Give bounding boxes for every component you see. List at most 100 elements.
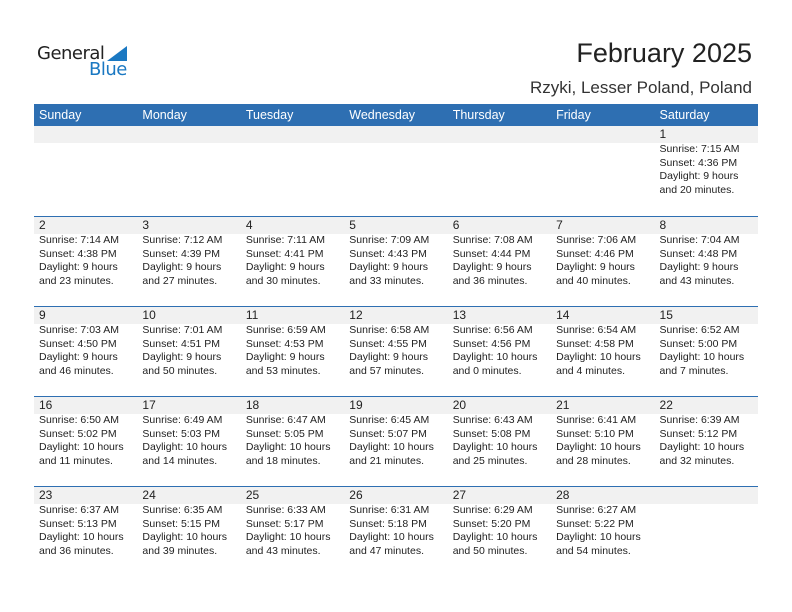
day-number: 18: [245, 398, 260, 412]
daylight-minutes: and 23 minutes.: [39, 274, 114, 287]
daylight-minutes: and 21 minutes.: [349, 454, 424, 467]
sunset: Sunset: 5:02 PM: [39, 427, 117, 440]
day-cell: 10 Sunrise: 7:01 AM Sunset: 4:51 PM Dayligh…: [137, 307, 240, 396]
day-number: 7: [556, 218, 563, 232]
sunrise: Sunrise: 6:56 AM: [452, 324, 533, 336]
day-number: 8: [659, 218, 667, 232]
day-cell: 16 Sunrise: 6:50 AM Sunset: 5:02 PM Dayligh…: [34, 397, 137, 486]
sunset: Sunset: 4:38 PM: [39, 247, 117, 260]
sunset: Sunset: 4:41 PM: [245, 247, 324, 260]
daylight: Daylight: 9 hours: [142, 261, 222, 273]
sunset: Sunset: 5:17 PM: [245, 517, 324, 530]
daylight-minutes: and 0 minutes.: [452, 364, 522, 377]
sunrise: Sunrise: 6:54 AM: [556, 324, 637, 336]
daylight-minutes: and 7 minutes.: [659, 364, 729, 377]
sunset: Sunset: 4:55 PM: [349, 337, 427, 350]
day-number: 1: [659, 127, 667, 141]
daylight: Daylight: 9 hours: [39, 351, 118, 363]
empty-cell: [448, 126, 551, 216]
week-row: 2 Sunrise: 7:14 AM Sunset: 4:38 PM Daylight…: [34, 216, 758, 306]
weekday-sunday: Sunday: [39, 108, 82, 122]
daylight-minutes: and 28 minutes.: [556, 454, 631, 467]
day-cell: 2 Sunrise: 7:14 AM Sunset: 4:38 PM Daylight…: [34, 217, 137, 306]
day-cell: 8 Sunrise: 7:04 AM Sunset: 4:48 PM Daylight…: [655, 217, 758, 306]
day-cell: 20 Sunrise: 6:43 AM Sunset: 5:08 PM Dayligh…: [448, 397, 551, 486]
sunrise: Sunrise: 6:49 AM: [142, 414, 223, 426]
sunset: Sunset: 4:58 PM: [556, 337, 634, 350]
weekday-friday: Friday: [556, 108, 591, 122]
day-cell: 11 Sunrise: 6:59 AM Sunset: 4:53 PM Dayligh…: [241, 307, 344, 396]
daylight-minutes: and 20 minutes.: [659, 183, 735, 196]
day-cell: 9 Sunrise: 7:03 AM Sunset: 4:50 PM Daylight…: [34, 307, 137, 396]
sunrise: Sunrise: 7:03 AM: [39, 324, 119, 336]
daylight-minutes: and 11 minutes.: [39, 454, 113, 467]
daylight: Daylight: 10 hours: [245, 441, 331, 453]
weekday-saturday: Saturday: [659, 108, 710, 122]
sunset: Sunset: 5:15 PM: [142, 517, 221, 530]
day-cell: 19 Sunrise: 6:45 AM Sunset: 5:07 PM Dayligh…: [344, 397, 447, 486]
daylight: Daylight: 9 hours: [556, 261, 635, 273]
day-cell: 18 Sunrise: 6:47 AM Sunset: 5:05 PM Dayligh…: [241, 397, 344, 486]
sunrise: Sunrise: 6:29 AM: [452, 504, 533, 516]
day-number: 6: [452, 218, 460, 232]
daylight: Daylight: 10 hours: [556, 531, 641, 543]
sunrise: Sunrise: 6:41 AM: [556, 414, 637, 426]
week-row: 16 Sunrise: 6:50 AM Sunset: 5:02 PM Dayligh…: [34, 396, 758, 486]
week-row: 23 Sunrise: 6:37 AM Sunset: 5:13 PM Dayligh…: [34, 486, 758, 576]
weekday-thursday: Thursday: [452, 108, 505, 122]
sunrise: Sunrise: 7:15 AM: [659, 143, 740, 155]
sunset: Sunset: 4:51 PM: [142, 337, 221, 350]
sunrise: Sunrise: 6:45 AM: [349, 414, 430, 426]
daylight-minutes: and 32 minutes.: [659, 454, 735, 467]
daylight: Daylight: 10 hours: [659, 351, 745, 363]
day-number: 27: [452, 488, 467, 502]
day-number: 17: [142, 398, 156, 412]
daylight-minutes: and 4 minutes.: [556, 364, 625, 377]
sunrise: Sunrise: 6:37 AM: [39, 504, 119, 516]
daylight: Daylight: 10 hours: [349, 441, 434, 453]
daylight: Daylight: 10 hours: [39, 531, 124, 543]
daylight-minutes: and 14 minutes.: [142, 454, 218, 467]
daylight: Daylight: 10 hours: [39, 441, 124, 453]
day-number: 10: [142, 308, 156, 322]
sunrise: Sunrise: 7:12 AM: [142, 234, 223, 246]
daylight-minutes: and 50 minutes.: [452, 544, 528, 557]
daylight-minutes: and 36 minutes.: [39, 544, 114, 557]
day-number: 16: [39, 398, 53, 412]
daylight-minutes: and 43 minutes.: [659, 274, 735, 287]
daylight: Daylight: 10 hours: [452, 531, 538, 543]
day-number: 12: [349, 308, 363, 322]
sunrise: Sunrise: 6:47 AM: [245, 414, 326, 426]
sunset: Sunset: 5:03 PM: [142, 427, 221, 440]
day-number: 15: [659, 308, 673, 322]
day-cell: 1 Sunrise: 7:15 AM Sunset: 4:36 PM Daylight…: [655, 126, 758, 216]
week-row: 1 Sunrise: 7:15 AM Sunset: 4:36 PM Daylight…: [34, 126, 758, 216]
sunset: Sunset: 4:46 PM: [556, 247, 634, 260]
sunset: Sunset: 5:00 PM: [659, 337, 738, 350]
day-cell: 4 Sunrise: 7:11 AM Sunset: 4:41 PM Daylight…: [241, 217, 344, 306]
day-number: 13: [452, 308, 467, 322]
day-cell: 12 Sunrise: 6:58 AM Sunset: 4:55 PM Dayligh…: [344, 307, 447, 396]
sunrise: Sunrise: 6:52 AM: [659, 324, 740, 336]
sunset: Sunset: 4:36 PM: [659, 156, 738, 169]
sunset: Sunset: 4:43 PM: [349, 247, 427, 260]
day-number: 20: [452, 398, 467, 412]
daylight: Daylight: 10 hours: [349, 531, 434, 543]
sunset: Sunset: 5:12 PM: [659, 427, 738, 440]
logo-blue: Blue: [89, 59, 127, 80]
sunrise: Sunrise: 7:09 AM: [349, 234, 430, 246]
daylight: Daylight: 10 hours: [142, 531, 228, 543]
sunset: Sunset: 5:20 PM: [452, 517, 531, 530]
day-cell: 27 Sunrise: 6:29 AM Sunset: 5:20 PM Dayligh…: [448, 487, 551, 576]
day-number: 19: [349, 398, 363, 412]
day-number-band: [34, 487, 758, 504]
daylight: Daylight: 9 hours: [452, 261, 532, 273]
day-number: 24: [142, 488, 156, 502]
daylight: Daylight: 9 hours: [245, 261, 325, 273]
empty-cell: [241, 126, 344, 216]
day-number: 28: [556, 488, 570, 502]
weekday-wednesday: Wednesday: [349, 108, 416, 122]
day-number: 3: [142, 218, 150, 232]
sunset: Sunset: 5:10 PM: [556, 427, 634, 440]
day-cell: 24 Sunrise: 6:35 AM Sunset: 5:15 PM Dayligh…: [137, 487, 240, 576]
